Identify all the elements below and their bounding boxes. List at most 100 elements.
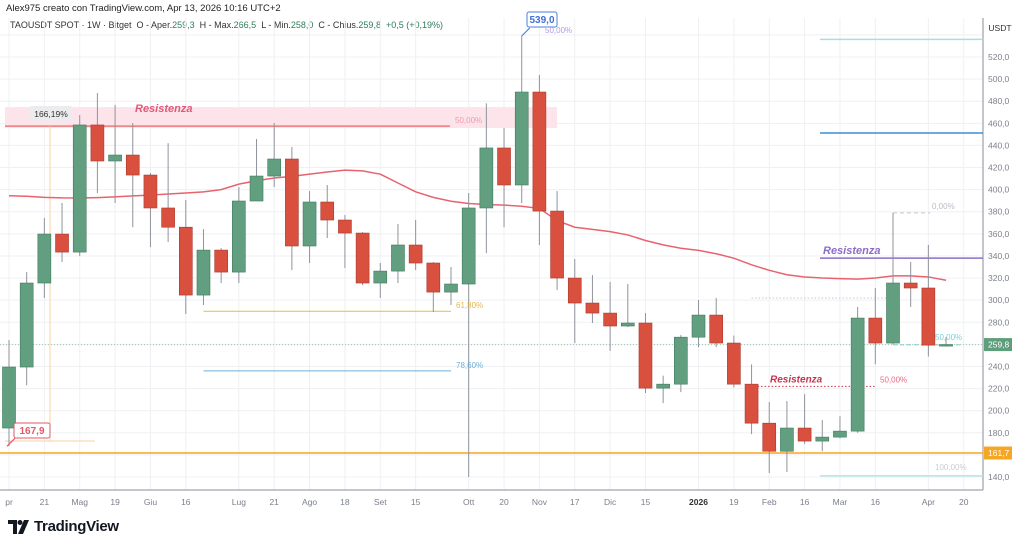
price-tick-label: 140,0: [988, 472, 1010, 482]
candle-body-up: [19, 282, 34, 368]
time-tick-label: 20: [499, 497, 509, 507]
candle: [125, 122, 140, 228]
candle: [585, 275, 600, 324]
time-tick-label: 21: [40, 497, 50, 507]
price-tick-label: 340,0: [988, 251, 1010, 261]
candle: [338, 215, 352, 269]
price-label: 161,7: [988, 448, 1010, 458]
candle: [497, 128, 511, 228]
candle: [302, 191, 317, 264]
annotation-labels: Resistenza 50,00% 61,80% 78,60% Resistenza Re…: [6, 11, 967, 472]
close-label: C - Chius.: [318, 20, 359, 30]
candle-body-down: [744, 383, 759, 424]
candle: [179, 200, 193, 315]
time-axis[interactable]: pr 21 Mag 19 Giu 16 Lug 21 Ago 18 Set 15 Ott 20 Nov 17 D…: [5, 497, 968, 507]
time-tick-label: 16: [800, 497, 810, 507]
candle-body-up: [2, 366, 16, 429]
candle: [850, 307, 865, 433]
price-tick-label: 500,0: [988, 74, 1010, 84]
price-tick-label: 220,0: [988, 384, 1010, 394]
candle: [355, 232, 370, 286]
candle-body-down: [408, 244, 423, 264]
price-label-box: [984, 446, 1012, 460]
candle-body-up: [833, 430, 847, 438]
candle-body-down: [550, 210, 564, 279]
candle-body-up: [691, 314, 706, 338]
time-tick-label: Ago: [302, 497, 317, 507]
time-tick-label: 16: [181, 497, 191, 507]
time-tick-label: Dic: [604, 497, 617, 507]
moving-average-line: [8, 169, 947, 281]
fib-50-label-right: 50,00%: [935, 333, 962, 342]
candle-body-up: [108, 154, 122, 162]
candle-body-down: [497, 147, 511, 186]
time-tick-label: 17: [570, 497, 580, 507]
candle: [797, 394, 812, 444]
candle: [2, 340, 16, 447]
time-tick-label: Feb: [762, 497, 777, 507]
candle: [744, 364, 759, 435]
open-label: O - Aper.: [136, 20, 173, 30]
time-tick-label: 16: [871, 497, 881, 507]
callout-pointer: [6, 437, 16, 447]
candle: [72, 115, 87, 256]
candle: [143, 173, 158, 248]
price-tick-label: 440,0: [988, 140, 1010, 150]
candle-body-up: [444, 283, 458, 293]
resistance-zone: [5, 107, 558, 129]
callout-pointer: [521, 27, 531, 37]
fib-50-label-top: 50,00%: [545, 26, 572, 35]
moving-average: [8, 169, 947, 281]
time-tick-label: 18: [340, 497, 350, 507]
candle: [815, 420, 830, 452]
currency-label: USDT: [988, 23, 1011, 33]
candle-body-up: [780, 427, 794, 452]
price-tick-label: 360,0: [988, 229, 1010, 239]
price-label: 259,8: [988, 340, 1010, 350]
candle-body-down: [161, 207, 175, 228]
candle: [426, 262, 441, 313]
candle: [479, 103, 494, 254]
time-tick-label: 21: [269, 497, 279, 507]
candle-body-down: [797, 427, 812, 442]
price-tick-label: 180,0: [988, 428, 1010, 438]
candle-body-down: [921, 287, 936, 346]
fib-0-label: 0,00%: [932, 202, 955, 211]
candle-body-down: [355, 232, 370, 284]
price-axis[interactable]: 520,0 500,0 480,0 460,0 440,0 420,0 400,0 380,0…: [984, 52, 1012, 482]
drawings: [0, 38, 983, 477]
time-tick-label: Lug: [232, 497, 246, 507]
price-tick-label: 200,0: [988, 406, 1010, 416]
candle-body-up: [72, 124, 87, 253]
candle-body-down: [903, 282, 918, 289]
candle-body-down: [55, 233, 69, 253]
candle-body-down: [285, 158, 299, 247]
candle-body-up: [196, 249, 211, 296]
high-callout-box: [526, 11, 558, 28]
time-tick-label: 19: [729, 497, 739, 507]
candle: [444, 266, 458, 306]
high-callout-label: 539,0: [529, 15, 554, 26]
candle-body-up: [850, 317, 865, 432]
candle: [37, 218, 52, 299]
symbol-legend: TAOUSDT SPOT · 1W · Bitget O - Aper.259,…: [10, 20, 443, 30]
candle: [196, 229, 211, 306]
time-tick-label: 15: [411, 497, 421, 507]
time-tick-label: 19: [110, 497, 120, 507]
candle-body-up: [886, 282, 900, 344]
price-tick-label: 280,0: [988, 317, 1010, 327]
low-label: L - Min.: [261, 20, 291, 30]
candle: [656, 375, 670, 404]
candle: [320, 184, 335, 239]
time-tick-label: Ott: [463, 497, 475, 507]
candle: [886, 212, 900, 345]
price-tick-label: 480,0: [988, 96, 1010, 106]
candle: [108, 104, 122, 204]
candle-body-down: [727, 342, 741, 385]
candle: [55, 203, 69, 263]
author-line: Alex975 creato con TradingView.com, Apr …: [6, 3, 281, 14]
pct-box: [30, 106, 72, 121]
price-tick-label: 300,0: [988, 295, 1010, 305]
symbol-name[interactable]: TAOUSDT SPOT · 1W · Bitget: [10, 20, 132, 30]
